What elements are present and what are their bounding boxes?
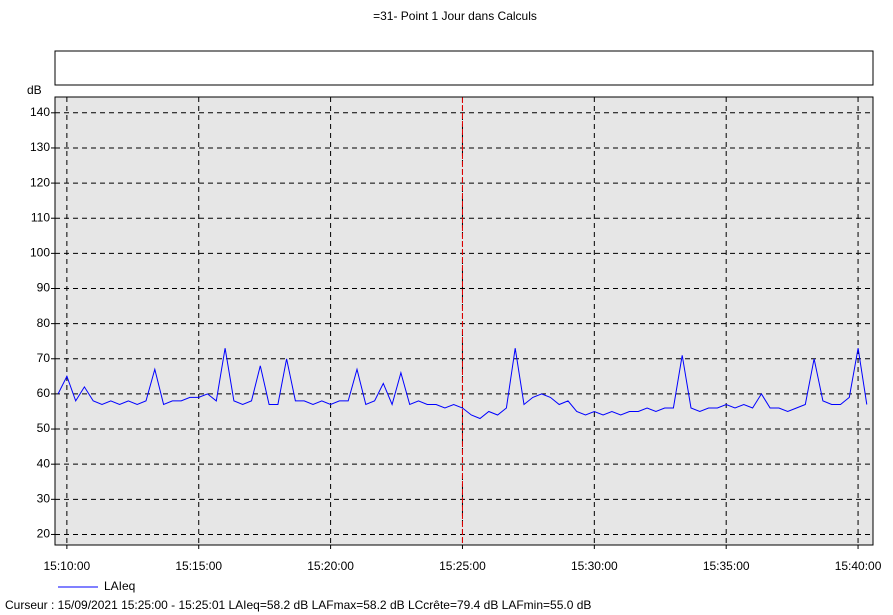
y-tick-label: 50 xyxy=(37,421,51,435)
x-tick-label: 15:25:00 xyxy=(439,559,486,573)
y-tick-label: 70 xyxy=(37,351,51,365)
y-tick-label: 130 xyxy=(30,140,50,154)
y-tick-label: 60 xyxy=(37,386,51,400)
y-tick-label: 80 xyxy=(37,316,51,330)
x-tick-label: 15:30:00 xyxy=(571,559,618,573)
plot-area xyxy=(55,97,873,545)
y-tick-label: 100 xyxy=(30,246,50,260)
y-tick-label: 140 xyxy=(30,105,50,119)
y-tick-label: 20 xyxy=(37,527,51,541)
chart-title: =31- Point 1 Jour dans Calculs xyxy=(373,9,537,23)
y-tick-label: 110 xyxy=(31,210,50,224)
plot-frame xyxy=(54,96,874,546)
x-tick-label: 15:15:00 xyxy=(175,559,222,573)
y-axis-label: dB xyxy=(27,83,42,97)
y-tick-label: 90 xyxy=(37,281,51,295)
data-line xyxy=(57,348,868,420)
x-tick-label: 15:40:00 xyxy=(835,559,882,573)
x-tick-label: 15:35:00 xyxy=(703,559,750,573)
y-tick-label: 40 xyxy=(37,456,51,470)
y-tick-label: 120 xyxy=(30,175,50,189)
cursor-info: Curseur : 15/09/2021 15:25:00 - 15:25:01… xyxy=(5,598,591,612)
legend-label: LAIeq xyxy=(104,579,135,593)
header-box xyxy=(54,50,874,86)
x-tick-label: 15:10:00 xyxy=(44,559,91,573)
x-tick-label: 15:20:00 xyxy=(307,559,354,573)
y-tick-label: 30 xyxy=(37,491,51,505)
